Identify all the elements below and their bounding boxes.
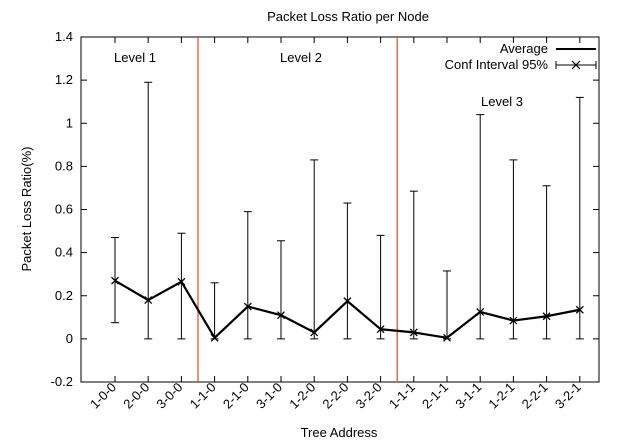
x-tick-label: 3-2-1	[552, 380, 584, 412]
x-tick-label: 1-0-0	[87, 380, 119, 412]
y-tick-label: 1.2	[55, 72, 73, 87]
error-bar	[509, 159, 518, 340]
data-point	[542, 312, 551, 321]
y-axis-title: Packet Loss Ratio(%)	[19, 147, 34, 272]
y-tick-label: -0.2	[51, 374, 73, 389]
y-tick-label: 0.8	[55, 158, 73, 173]
level-dividers	[197, 37, 398, 382]
legend-label-average: Average	[500, 41, 548, 56]
error-bar	[476, 114, 485, 340]
annotation-level-3: Level 3	[481, 94, 523, 109]
data-point	[343, 297, 352, 306]
data-point	[177, 277, 186, 286]
x-tick-label: 2-0-0	[120, 380, 152, 412]
annotation-level-1: Level 1	[114, 50, 156, 65]
error-bar	[443, 270, 451, 340]
data-point	[376, 325, 385, 334]
error-bar	[575, 96, 584, 340]
data-point	[210, 333, 219, 342]
error-bar	[542, 185, 551, 340]
error-bar	[343, 202, 352, 340]
data-point	[144, 296, 153, 305]
error-bar	[243, 211, 252, 340]
x-tick-label: 2-2-0	[319, 380, 351, 412]
data-point	[277, 311, 285, 320]
data-point	[310, 328, 319, 337]
x-tick-label: 2-1-0	[220, 380, 252, 412]
y-tick-label: 0.2	[55, 288, 73, 303]
chart-title: Packet Loss Ratio per Node	[267, 9, 429, 24]
annotation-level-2: Level 2	[280, 50, 322, 65]
y-tick-label: 0.4	[55, 245, 73, 260]
error-bar	[376, 234, 385, 340]
y-tick-label: 0.6	[55, 202, 73, 217]
data-point	[443, 333, 451, 342]
x-tick-label: 1-1-1	[386, 380, 418, 412]
x-tick-label: 1-2-1	[485, 380, 517, 412]
x-tick-label: 3-1-0	[253, 380, 285, 412]
x-tick-label: 1-2-0	[286, 380, 318, 412]
y-tick-label: 1	[66, 115, 73, 130]
average-series	[111, 276, 584, 342]
data-point	[509, 316, 518, 325]
y-tick-label: 0	[66, 331, 73, 346]
legend-label-ci: Conf Interval 95%	[445, 57, 549, 72]
x-tick-label: 3-0-0	[153, 380, 185, 412]
legend-swatch-ci	[555, 60, 597, 70]
data-point	[476, 307, 485, 316]
x-tick-label: 3-2-0	[353, 380, 385, 412]
data-point	[575, 305, 584, 314]
data-point	[409, 328, 418, 337]
legend: Average Conf Interval 95%	[445, 41, 597, 72]
error-bar	[177, 232, 186, 340]
x-axis-title: Tree Address	[301, 425, 378, 440]
error-bar	[210, 282, 219, 340]
x-tick-label: 1-1-0	[187, 380, 219, 412]
x-tick-label: 2-2-1	[519, 380, 551, 412]
error-bar	[409, 190, 418, 340]
y-tick-label: 1.4	[55, 29, 73, 44]
confidence-intervals	[111, 81, 584, 340]
x-tick-label: 2-1-1	[419, 380, 451, 412]
data-point	[243, 302, 252, 311]
plot-frame	[80, 36, 600, 383]
error-bar	[277, 240, 285, 340]
error-bar	[144, 81, 153, 340]
data-point	[111, 276, 119, 285]
error-bar	[310, 159, 319, 340]
x-tick-label: 3-1-1	[452, 380, 484, 412]
y-axis: -0.2 0 0.2 0.4 0.6 0.8 1 1.2 1.4	[51, 29, 599, 389]
